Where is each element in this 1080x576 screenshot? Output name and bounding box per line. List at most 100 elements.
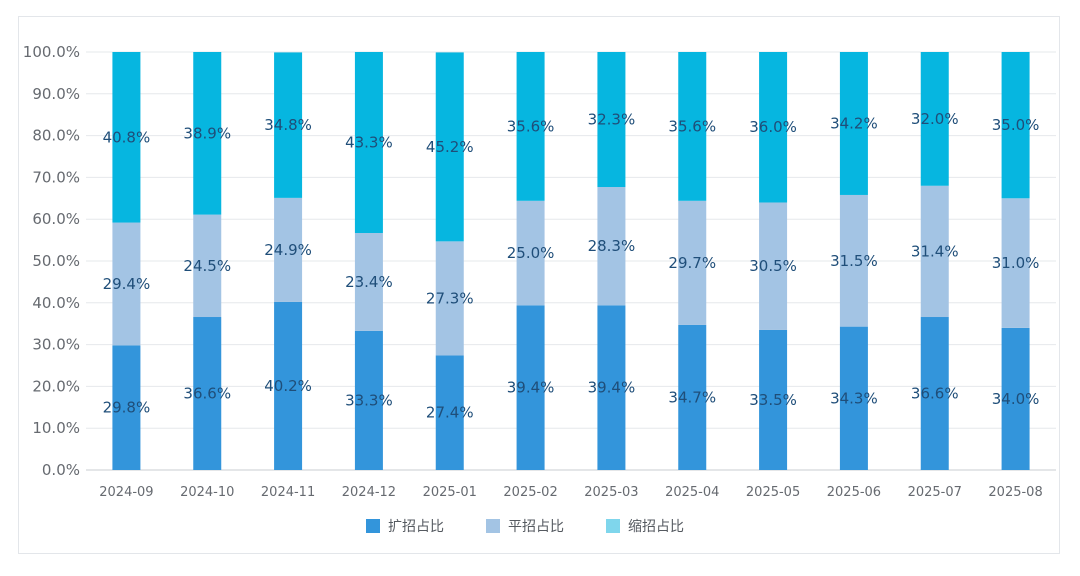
data-label: 39.4% bbox=[507, 379, 555, 397]
x-tick-label: 2025-08 bbox=[988, 485, 1042, 500]
bar-segment bbox=[274, 197, 303, 302]
legend-label[interactable]: 平招占比 bbox=[508, 519, 564, 535]
bar-segment bbox=[354, 232, 383, 331]
bar-segment bbox=[920, 317, 949, 470]
data-label: 34.3% bbox=[830, 389, 878, 407]
data-label: 40.2% bbox=[264, 377, 312, 395]
bar-segment bbox=[597, 187, 626, 306]
data-label: 40.8% bbox=[103, 128, 151, 146]
bar-segment bbox=[839, 194, 868, 327]
data-label: 33.3% bbox=[345, 391, 393, 409]
bar-segment bbox=[839, 326, 868, 470]
data-label: 39.4% bbox=[588, 379, 636, 397]
bar-segment bbox=[112, 345, 141, 470]
bar-segment bbox=[1001, 52, 1030, 199]
x-tick-label: 2024-11 bbox=[261, 485, 315, 500]
x-tick-label: 2025-02 bbox=[503, 485, 557, 500]
data-label: 25.0% bbox=[507, 244, 555, 262]
bar-segment bbox=[1001, 198, 1030, 328]
bar-segment bbox=[839, 52, 868, 195]
bar-segment bbox=[920, 185, 949, 318]
data-label: 45.2% bbox=[426, 138, 474, 156]
data-label: 31.5% bbox=[830, 252, 878, 270]
x-axis: 2024-09 2024-10 2024-11 2024-12 2025-01 2025-… bbox=[99, 485, 1042, 500]
x-tick-label: 2024-09 bbox=[99, 485, 153, 500]
y-tick-label: 20.0% bbox=[32, 377, 80, 395]
bar-segment bbox=[112, 222, 141, 346]
data-label: 34.0% bbox=[992, 390, 1040, 408]
y-tick-label: 60.0% bbox=[32, 210, 80, 228]
bar-segment bbox=[920, 52, 949, 186]
bar-segment bbox=[759, 202, 788, 330]
data-label: 24.9% bbox=[264, 241, 312, 259]
bar-segment bbox=[678, 324, 707, 470]
y-tick-label: 50.0% bbox=[32, 252, 80, 270]
data-label: 36.6% bbox=[183, 385, 231, 403]
bar-segment bbox=[678, 52, 707, 201]
bar-segment bbox=[274, 52, 303, 198]
data-label: 34.7% bbox=[668, 388, 716, 406]
bar-segment bbox=[516, 305, 545, 470]
bar-segment bbox=[193, 214, 222, 318]
bar-segment bbox=[193, 52, 222, 215]
bar-segment bbox=[759, 329, 788, 470]
y-tick-label: 30.0% bbox=[32, 336, 80, 354]
data-label: 35.6% bbox=[507, 117, 555, 135]
bar-segment bbox=[597, 52, 626, 188]
data-label: 34.8% bbox=[264, 116, 312, 134]
x-tick-label: 2025-05 bbox=[746, 485, 800, 500]
data-label: 31.0% bbox=[992, 254, 1040, 272]
legend-swatch[interactable] bbox=[486, 519, 500, 533]
bar-segment bbox=[597, 305, 626, 470]
y-tick-label: 10.0% bbox=[32, 419, 80, 437]
grid-lines bbox=[86, 51, 1056, 471]
x-tick-label: 2025-07 bbox=[908, 485, 962, 500]
data-label: 30.5% bbox=[749, 257, 797, 275]
x-tick-label: 2024-10 bbox=[180, 485, 234, 500]
data-label: 32.3% bbox=[588, 111, 636, 129]
x-tick-label: 2025-01 bbox=[423, 485, 477, 500]
bar-segment bbox=[354, 330, 383, 470]
data-label: 43.3% bbox=[345, 133, 393, 151]
data-label: 35.6% bbox=[668, 117, 716, 135]
bar-segment bbox=[435, 355, 464, 470]
bar-segment bbox=[1001, 327, 1030, 470]
bar-segment bbox=[435, 241, 464, 356]
x-tick-label: 2025-03 bbox=[584, 485, 638, 500]
bar-segment bbox=[193, 317, 222, 470]
y-tick-label: 90.0% bbox=[32, 85, 80, 103]
data-labels: 29.8% 29.4% 40.8% 36.6% 24.5% 38.9% 40.2% 24.9%… bbox=[103, 110, 1040, 422]
data-label: 27.4% bbox=[426, 404, 474, 422]
data-label: 24.5% bbox=[183, 257, 231, 275]
bar-segment bbox=[112, 52, 141, 223]
legend: 扩招占比 平招占比 缩招占比 bbox=[366, 519, 684, 535]
data-label: 33.5% bbox=[749, 391, 797, 409]
y-tick-label: 80.0% bbox=[32, 127, 80, 145]
x-tick-label: 2025-06 bbox=[827, 485, 881, 500]
bar-segment bbox=[516, 200, 545, 306]
bar-segment bbox=[274, 301, 303, 470]
bars bbox=[112, 52, 1030, 470]
data-label: 35.0% bbox=[992, 116, 1040, 134]
data-label: 23.4% bbox=[345, 273, 393, 291]
data-label: 34.2% bbox=[830, 114, 878, 132]
data-label: 27.3% bbox=[426, 289, 474, 307]
data-label: 32.0% bbox=[911, 110, 959, 128]
y-tick-label: 0.0% bbox=[42, 461, 80, 479]
data-label: 29.7% bbox=[668, 254, 716, 272]
data-label: 38.9% bbox=[183, 124, 231, 142]
bar-segment bbox=[678, 200, 707, 325]
y-tick-label: 40.0% bbox=[32, 294, 80, 312]
bar-segment bbox=[759, 52, 788, 203]
data-label: 36.0% bbox=[749, 118, 797, 136]
legend-label[interactable]: 扩招占比 bbox=[388, 519, 444, 535]
legend-label[interactable]: 缩招占比 bbox=[628, 519, 684, 535]
data-label: 31.4% bbox=[911, 242, 959, 260]
legend-swatch[interactable] bbox=[366, 519, 380, 533]
y-axis: 0.0% 10.0% 20.0% 30.0% 40.0% 50.0% 60.0% 70.0% 8… bbox=[23, 43, 80, 479]
data-label: 28.3% bbox=[588, 237, 636, 255]
x-tick-label: 2025-04 bbox=[665, 485, 719, 500]
legend-swatch[interactable] bbox=[606, 519, 620, 533]
x-tick-label: 2024-12 bbox=[342, 485, 396, 500]
y-tick-label: 70.0% bbox=[32, 168, 80, 186]
